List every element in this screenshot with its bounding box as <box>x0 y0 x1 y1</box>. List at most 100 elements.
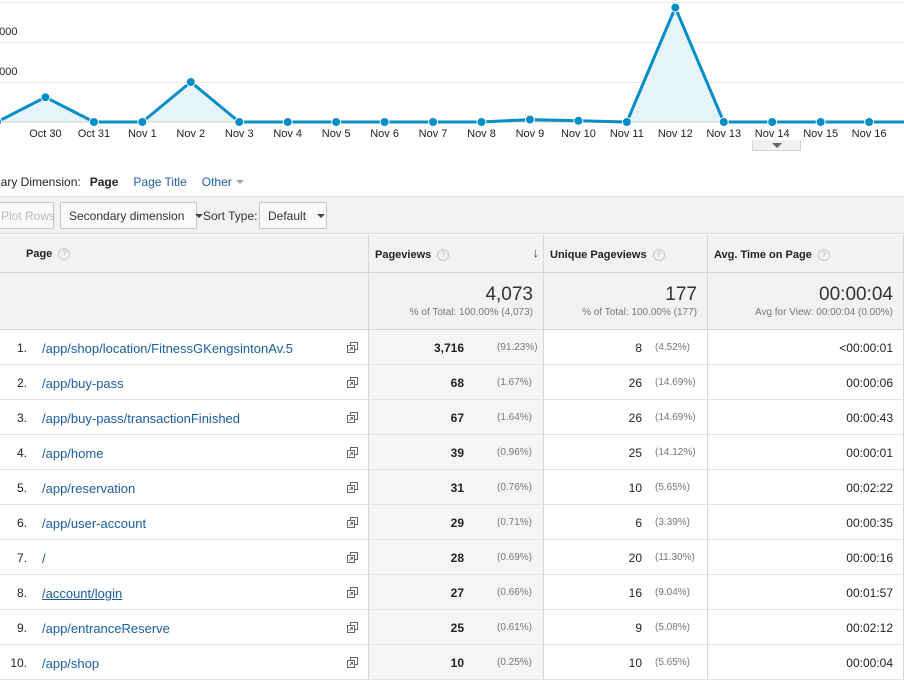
data-point <box>670 2 681 13</box>
x-tick-label: Nov 9 <box>516 128 545 140</box>
x-tick-label: Nov 16 <box>852 128 887 140</box>
table-row: 7. / 28 (0.69%) 20 (11.30%) 00:00:16 <box>0 540 904 575</box>
avg-time-cell: 00:01:57 <box>707 575 903 609</box>
x-tick-label: Nov 2 <box>176 128 205 140</box>
help-icon[interactable]: ? <box>437 249 450 261</box>
unique-pageviews-percent: (14.12%) <box>655 447 696 458</box>
pageviews-value: 27 <box>450 586 464 600</box>
pageviews-percent: (1.64%) <box>497 412 533 423</box>
secondary-dimension-dropdown[interactable]: Secondary dimension <box>60 202 204 229</box>
data-point <box>331 117 342 127</box>
open-in-new-window-icon[interactable] <box>347 482 358 493</box>
series-area <box>0 7 904 122</box>
header-page[interactable]: Page? <box>0 235 368 272</box>
row-number: 2. <box>16 376 27 390</box>
open-in-new-window-icon[interactable] <box>347 377 358 388</box>
y-tick-label: 2,000 <box>0 26 18 38</box>
page-link[interactable]: /app/buy-pass <box>42 376 124 391</box>
totals-pageviews-value: 4,073 <box>485 284 533 305</box>
open-in-new-window-icon[interactable] <box>347 622 358 633</box>
avg-time-cell: <00:00:01 <box>707 330 903 364</box>
pageviews-cell: 67 (1.64%) <box>368 400 543 434</box>
dimension-other-dropdown[interactable]: Other <box>202 175 244 189</box>
x-tick-label: Nov 12 <box>658 128 693 140</box>
page-link[interactable]: /app/reservation <box>42 481 136 496</box>
pageviews-percent: (0.71%) <box>497 517 533 528</box>
totals-pageviews-sub: % of Total: 100.00% (4,073) <box>409 307 533 318</box>
unique-pageviews-percent: (14.69%) <box>655 412 696 423</box>
x-tick-label: Nov 3 <box>225 128 254 140</box>
dimension-page-title[interactable]: Page Title <box>133 175 187 189</box>
page-link[interactable]: /app/entranceReserve <box>42 621 170 636</box>
header-unique-pageviews[interactable]: Unique Pageviews? <box>543 235 707 272</box>
avg-time-value: 00:02:22 <box>846 481 893 495</box>
page-cell: 1. /app/shop/location/FitnessGKengsinton… <box>0 330 368 364</box>
open-in-new-window-icon[interactable] <box>347 657 358 668</box>
pageviews-percent: (0.66%) <box>497 587 533 598</box>
header-pageviews[interactable]: Pageviews? ↓ <box>368 235 543 272</box>
x-tick-label: Nov 14 <box>755 128 790 140</box>
unique-pageviews-value: 26 <box>628 376 642 390</box>
unique-pageviews-cell: 25 (14.12%) <box>543 435 707 469</box>
sort-type-dropdown[interactable]: Default <box>259 202 327 229</box>
pageviews-percent: (0.69%) <box>497 552 533 563</box>
primary-dimension-label: nary Dimension: <box>0 175 81 189</box>
open-in-new-window-icon[interactable] <box>347 342 358 353</box>
sort-descending-icon[interactable]: ↓ <box>532 245 540 260</box>
x-tick-label: Oct 30 <box>29 128 61 140</box>
open-in-new-window-icon[interactable] <box>347 412 358 423</box>
avg-time-value: 00:00:01 <box>846 446 893 460</box>
page-link[interactable]: /account/login <box>42 586 123 601</box>
avg-time-value: <00:00:01 <box>839 341 893 355</box>
data-point <box>476 117 487 127</box>
chart-collapse-toggle[interactable] <box>752 140 801 151</box>
series-line <box>0 6 904 124</box>
avg-time-value: 00:01:57 <box>846 586 893 600</box>
unique-pageviews-percent: (5.08%) <box>655 622 691 633</box>
data-point <box>864 117 875 127</box>
help-icon[interactable]: ? <box>817 249 830 261</box>
secondary-dimension-label: Secondary dimension <box>69 208 185 223</box>
unique-pageviews-value: 10 <box>628 656 642 670</box>
avg-time-value: 00:00:06 <box>846 376 893 390</box>
x-tick-label: Nov 1 <box>128 128 157 140</box>
page-link[interactable]: /app/shop <box>42 656 100 671</box>
unique-pageviews-cell: 10 (5.65%) <box>543 470 707 504</box>
page-cell: 5. /app/reservation <box>0 470 368 504</box>
avg-time-cell: 00:02:22 <box>707 470 903 504</box>
unique-pageviews-value: 8 <box>635 341 642 355</box>
help-icon[interactable]: ? <box>58 248 71 260</box>
header-avg-time[interactable]: Avg. Time on Page? <box>707 235 903 272</box>
dimension-page[interactable]: Page <box>89 175 119 189</box>
unique-pageviews-percent: (11.30%) <box>655 552 695 563</box>
page-link[interactable]: / <box>42 551 46 566</box>
data-point <box>185 77 196 87</box>
open-in-new-window-icon[interactable] <box>347 517 358 528</box>
totals-unique-value: 177 <box>665 284 697 305</box>
pageviews-cell: 29 (0.71%) <box>368 505 543 539</box>
pageviews-cell: 3,716 (91.23%) <box>368 330 543 364</box>
page-link[interactable]: /app/home <box>42 446 104 461</box>
help-icon[interactable]: ? <box>652 249 665 261</box>
header-unique-pageviews-label: Unique Pageviews <box>550 249 647 261</box>
primary-dimension-bar: nary Dimension: Page Page Title Other <box>0 172 244 192</box>
chevron-down-icon <box>772 143 782 148</box>
unique-pageviews-percent: (5.65%) <box>655 657 691 668</box>
page-cell: 4. /app/home <box>0 435 368 469</box>
data-point <box>282 117 293 127</box>
totals-unique-sub: % of Total: 100.00% (177) <box>582 307 697 318</box>
open-in-new-window-icon[interactable] <box>347 447 358 458</box>
page-link[interactable]: /app/shop/location/FitnessGKengsintonAv.… <box>42 341 294 356</box>
pageviews-cell: 28 (0.69%) <box>368 540 543 574</box>
unique-pageviews-percent: (3.39%) <box>655 517 691 528</box>
page-link[interactable]: /app/buy-pass/transactionFinished <box>42 411 241 426</box>
data-point <box>428 117 439 127</box>
x-tick-label: Nov 10 <box>561 128 596 140</box>
page-link[interactable]: /app/user-account <box>42 516 147 531</box>
avg-time-value: 00:00:16 <box>846 551 893 565</box>
x-tick-label: Nov 15 <box>803 128 838 140</box>
open-in-new-window-icon[interactable] <box>347 587 358 598</box>
open-in-new-window-icon[interactable] <box>347 552 358 563</box>
plot-rows-button[interactable]: Plot Rows <box>0 202 55 229</box>
page-cell: 9. /app/entranceReserve <box>0 610 368 644</box>
